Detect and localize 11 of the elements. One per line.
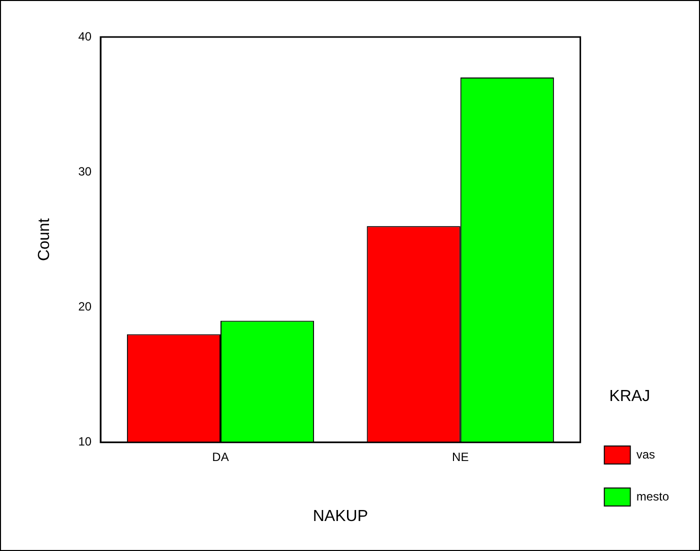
x-axis-title: NAKUP xyxy=(312,508,368,525)
y-tick-label: 40 xyxy=(78,29,92,44)
y-tick-label: 20 xyxy=(78,300,92,314)
legend-title: KRAJ xyxy=(609,388,650,406)
x-tick-label: DA xyxy=(212,450,229,464)
x-tick-label: NE xyxy=(452,450,469,464)
y-tick-label: 10 xyxy=(78,434,92,449)
legend-label: mesto xyxy=(636,489,670,504)
y-tick-label: 30 xyxy=(78,164,92,178)
y-axis-title: Count xyxy=(36,218,54,262)
legend-label: vas xyxy=(636,447,656,462)
